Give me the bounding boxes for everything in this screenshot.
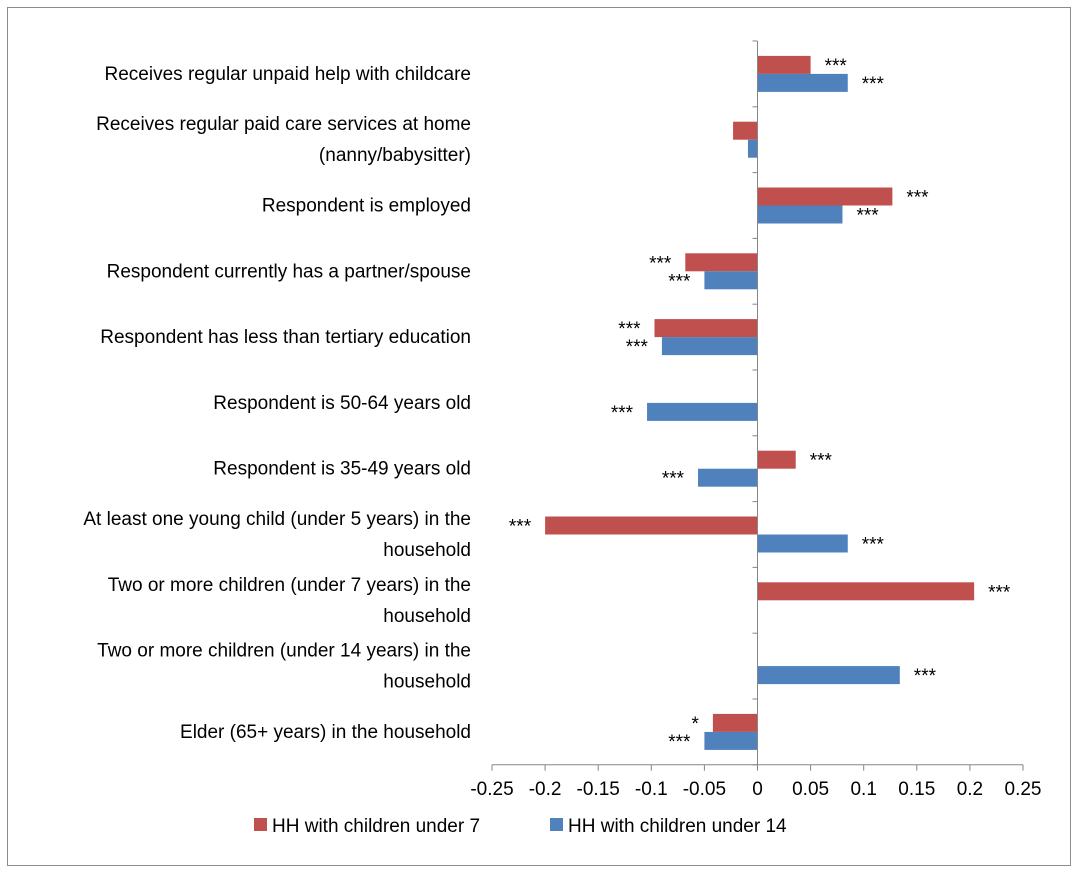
significance-marker-under14-10: *** (668, 732, 691, 753)
significance-marker-under14-4: *** (626, 337, 649, 358)
category-label-8: Two or more children (under 7 years) in … (108, 575, 471, 627)
significance-marker-under14-3: *** (668, 271, 691, 292)
bar-chart: Receives regular unpaid help with childc… (83, 40, 1041, 837)
significance-marker-under14-9: *** (914, 666, 937, 687)
bar-under14-10 (704, 731, 758, 750)
category-labels: Receives regular unpaid help with childc… (83, 64, 471, 743)
x-tick-label-6: 0.05 (792, 779, 829, 800)
bar-under14-5 (647, 402, 758, 421)
category-label-5: Respondent is 50-64 years old (213, 393, 471, 414)
x-tick-label-2: -0.15 (577, 779, 620, 800)
bar-under7-0 (757, 55, 811, 74)
bar-under7-6 (757, 450, 796, 469)
x-tick-label-7: 0.1 (850, 779, 876, 800)
category-label-4: Respondent has less than tertiary educat… (100, 327, 471, 348)
bar-under7-2 (757, 187, 893, 206)
x-tick-label-3: -0.1 (635, 779, 668, 800)
significance-marker-under14-7: *** (862, 535, 885, 556)
x-tick-label-10: 0.25 (1005, 779, 1042, 800)
x-tick-label-9: 0.2 (957, 779, 983, 800)
bar-under7-10 (712, 713, 758, 732)
bar-under7-7 (545, 516, 758, 535)
chart-frame: Receives regular unpaid help with childc… (7, 7, 1071, 866)
significance-marker-under14-0: *** (862, 74, 885, 95)
category-label-9: Two or more children (under 14 years) in… (97, 641, 471, 693)
bar-under14-7 (757, 534, 848, 553)
significance-marker-under14-6: *** (662, 469, 685, 490)
bar-under14-6 (698, 468, 758, 487)
x-tick-label-1: -0.2 (529, 779, 562, 800)
legend-swatch-under14 (550, 818, 563, 831)
significance-marker-under7-4: *** (618, 319, 641, 340)
x-tick-label-0: -0.25 (470, 779, 513, 800)
x-tick-label-8: 0.15 (898, 779, 935, 800)
bar-under7-3 (685, 253, 758, 272)
category-label-10: Elder (65+ years) in the household (180, 722, 471, 743)
x-tick-label-5: 0 (752, 779, 763, 800)
significance-marker-under7-0: *** (825, 56, 848, 77)
significance-marker-under7-2: *** (906, 188, 929, 209)
legend-swatch-under7 (254, 818, 267, 831)
axes-layer (491, 40, 1024, 771)
category-label-7: At least one young child (under 5 years)… (83, 509, 471, 561)
category-label-3: Respondent currently has a partner/spous… (107, 261, 471, 282)
category-label-6: Respondent is 35-49 years old (213, 459, 471, 480)
legend-label-under14: HH with children under 14 (568, 816, 787, 837)
significance-marker-under7-10: * (691, 714, 699, 735)
bars-layer (545, 55, 975, 750)
bar-under14-3 (704, 271, 758, 290)
significance-marker-under7-8: *** (988, 582, 1011, 603)
bar-under14-4 (661, 337, 758, 356)
x-axis-tick-labels: -0.25 -0.2 -0.15 -0.1 -0.05 0 0.05 0.1 0.15 0.2 0.… (470, 779, 1041, 800)
legend: HH with children under 7 HH with children… (254, 816, 787, 837)
bar-under7-4 (654, 319, 758, 338)
bar-under7-8 (757, 582, 975, 601)
significance-marker-under14-5: *** (611, 403, 634, 424)
bar-under14-1 (747, 139, 758, 158)
category-label-0: Receives regular unpaid help with childc… (105, 64, 471, 85)
bar-under14-0 (757, 73, 848, 92)
legend-label-under7: HH with children under 7 (272, 816, 480, 837)
category-label-2: Respondent is employed (262, 196, 471, 217)
significance-labels: ****************************************… (509, 56, 1011, 753)
bar-under14-9 (757, 666, 900, 685)
significance-marker-under7-7: *** (509, 517, 532, 538)
category-label-1: Receives regular paid care services at h… (96, 114, 471, 166)
bar-under14-2 (757, 205, 843, 224)
bar-under7-1 (733, 121, 758, 140)
significance-marker-under14-2: *** (856, 206, 879, 227)
significance-marker-under7-3: *** (649, 253, 672, 274)
x-tick-label-4: -0.05 (683, 779, 726, 800)
significance-marker-under7-6: *** (810, 451, 833, 472)
